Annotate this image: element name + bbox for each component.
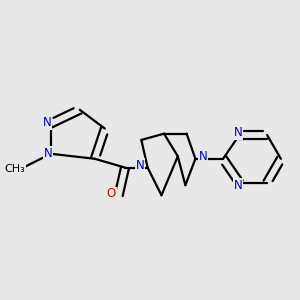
- Text: N: N: [43, 116, 51, 129]
- Text: N: N: [136, 159, 145, 172]
- Text: N: N: [199, 150, 207, 163]
- Text: CH₃: CH₃: [4, 164, 25, 174]
- Text: N: N: [234, 126, 242, 139]
- Text: N: N: [44, 147, 52, 160]
- Text: N: N: [234, 179, 242, 192]
- Text: O: O: [106, 188, 116, 200]
